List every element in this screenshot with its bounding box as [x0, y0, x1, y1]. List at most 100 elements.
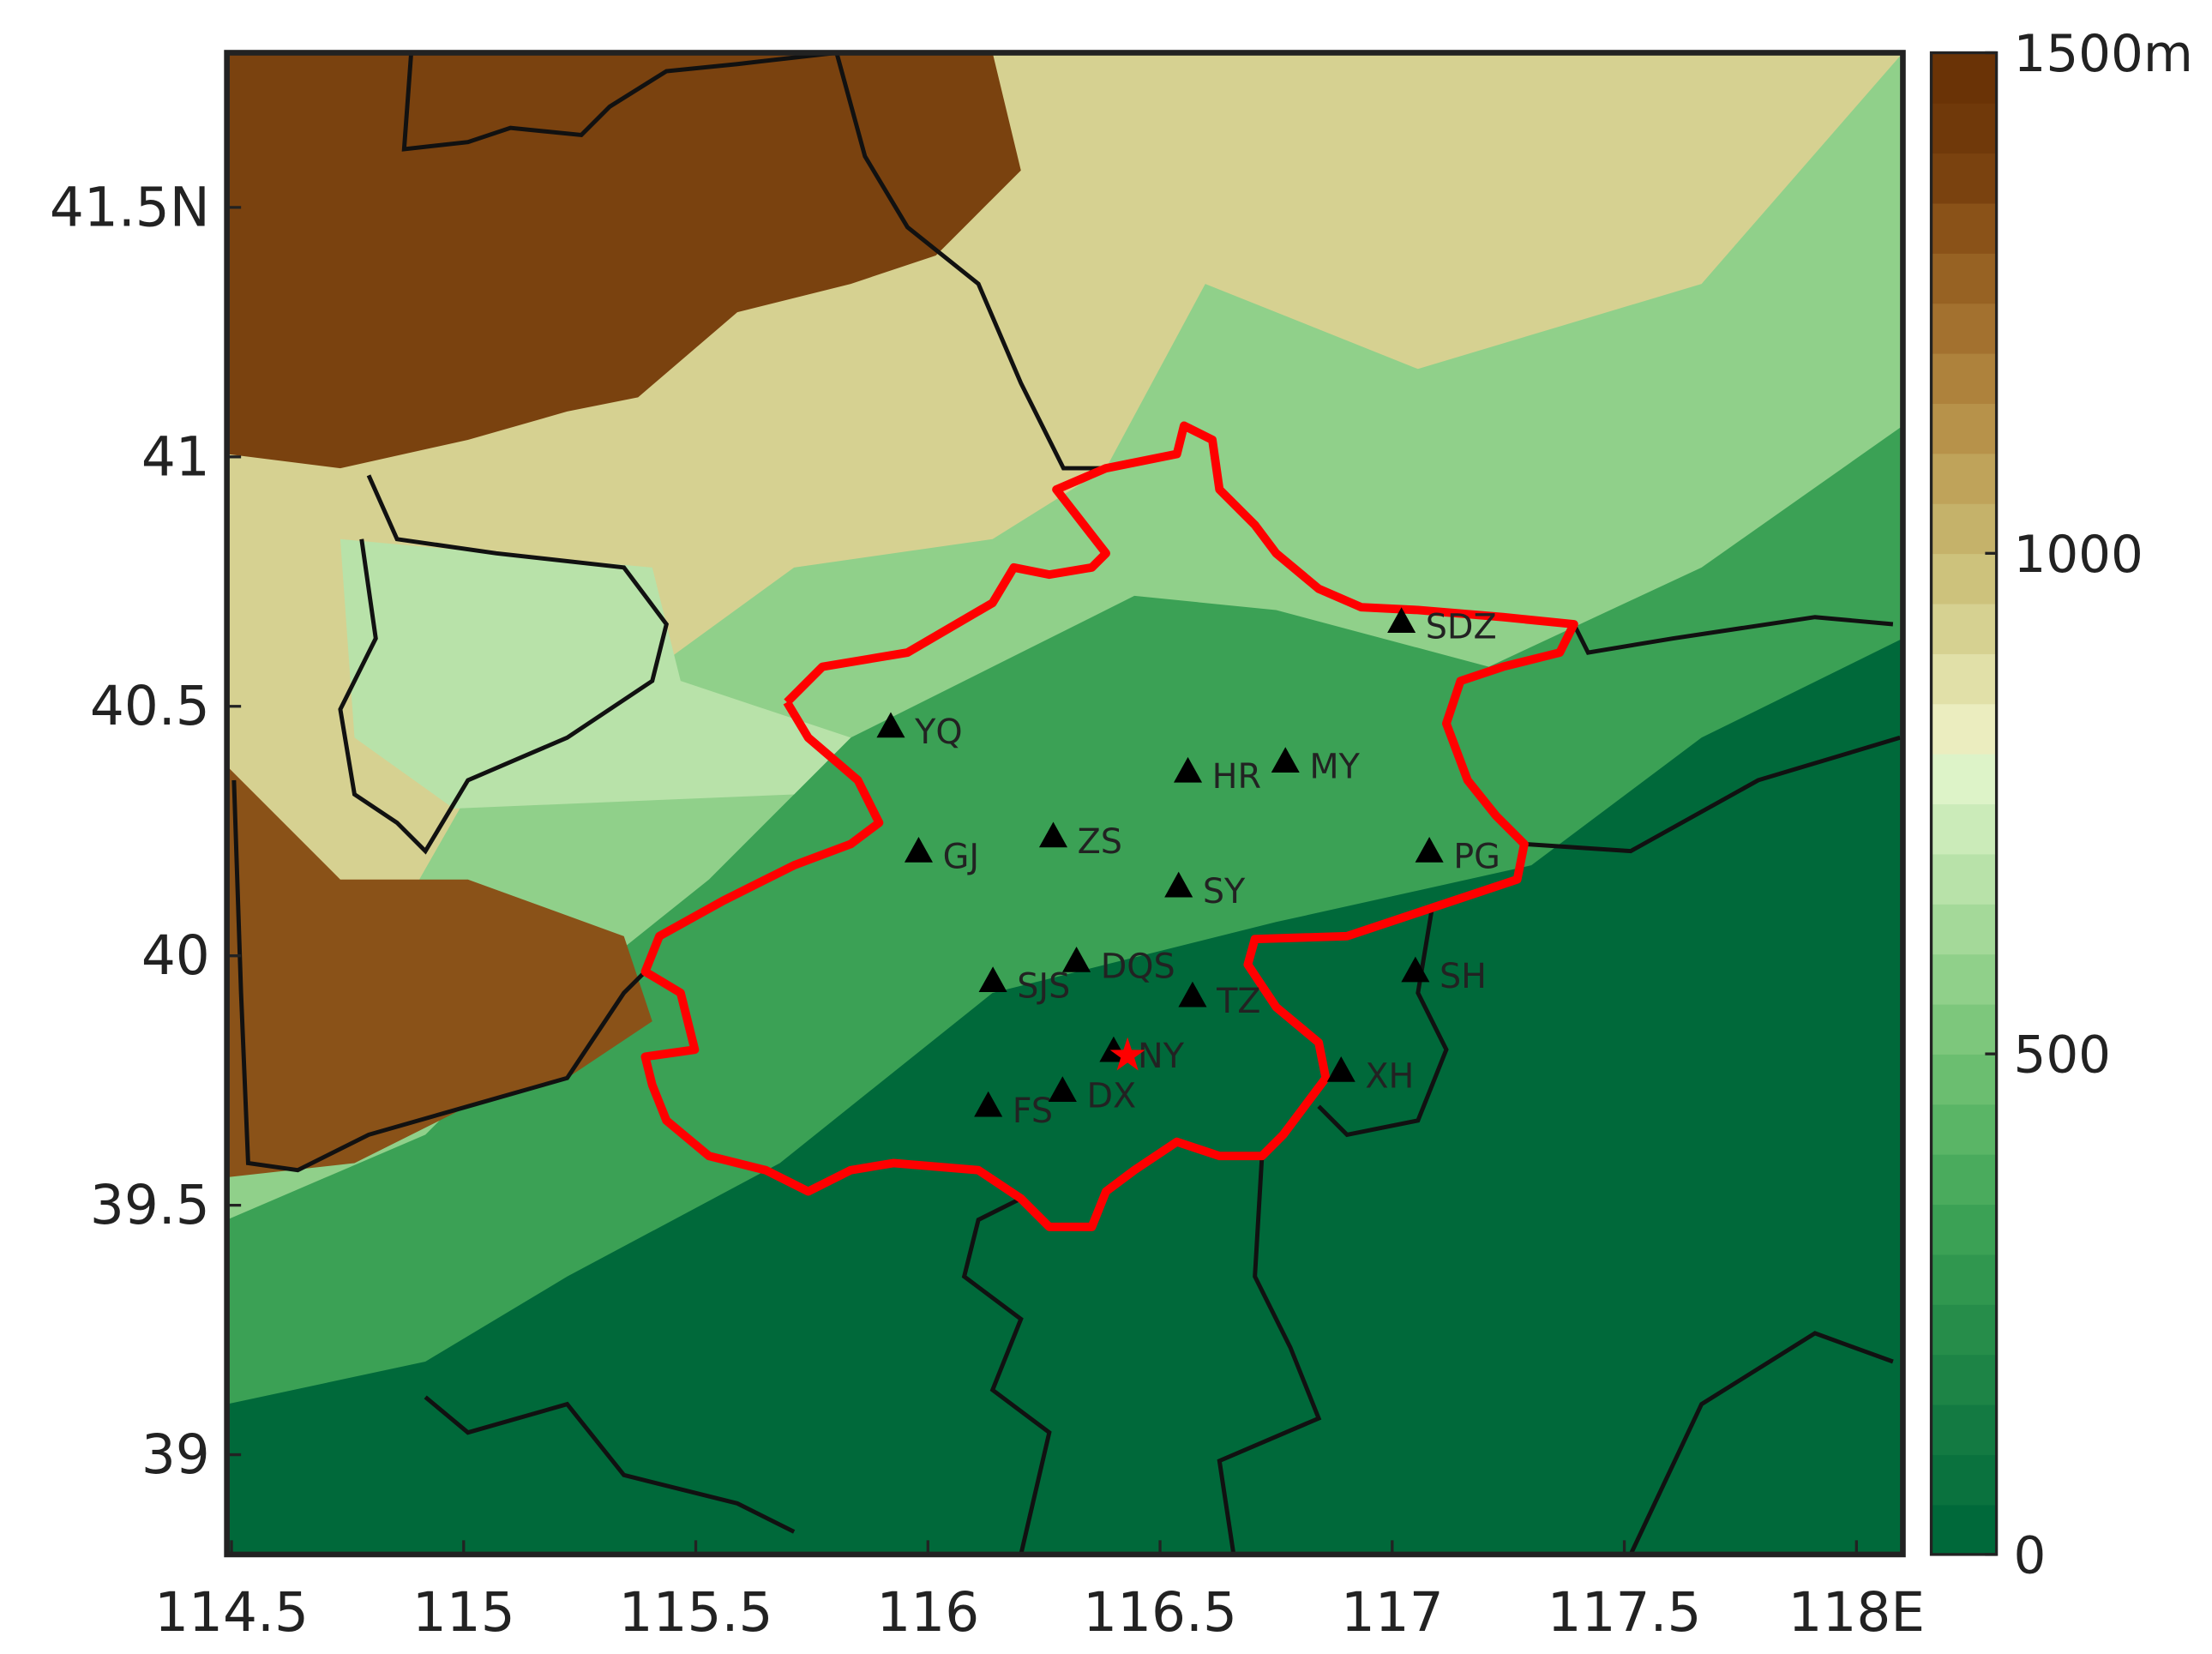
station-marker [1173, 756, 1203, 783]
colorbar-band [1931, 653, 1997, 705]
station-marker [876, 712, 905, 738]
stations: YQ HR MY SDZ GJ ZS PG SY SJS DQS TZ SH NY XH FS DX [876, 607, 1500, 1131]
y-tick-label: 41 [141, 425, 210, 488]
station-marker [974, 1091, 1003, 1117]
station-marker [1271, 747, 1300, 773]
terrain [226, 52, 1903, 1555]
colorbar-band [1931, 52, 1997, 104]
colorbar-band [1931, 953, 1997, 1005]
boundary [231, 779, 647, 1173]
station-label: NY [1138, 1037, 1185, 1076]
station-label: HR [1212, 757, 1261, 797]
colorbar-band [1931, 703, 1997, 755]
station-marker [904, 836, 934, 863]
colorbar-band [1931, 903, 1997, 955]
colorbar-band [1931, 1054, 1997, 1105]
station-marker [978, 966, 1007, 993]
beijing-boundary [640, 421, 1578, 1231]
station-marker [1326, 1056, 1355, 1082]
boundary [424, 1395, 796, 1534]
colorbar-band [1931, 1304, 1997, 1356]
colorbar-band [1931, 253, 1997, 304]
colorbar-tick-label: 0 [2013, 1526, 2046, 1585]
colorbar-band [1931, 403, 1997, 454]
colorbar-tick-label: 1000 [2013, 526, 2143, 585]
boundary [834, 52, 1106, 471]
x-tick-label: 117 [1341, 1581, 1444, 1644]
station-label: GJ [943, 837, 979, 876]
x-tick-label: 114.5 [154, 1581, 309, 1644]
y-tick-label: 39 [141, 1423, 210, 1486]
colorbar-band [1931, 803, 1997, 855]
boundary [1524, 735, 1901, 854]
y-tick-label: 40.5 [90, 675, 210, 737]
colorbar-band [1931, 1153, 1997, 1206]
y-tick-label: 40 [141, 924, 210, 987]
colorbar-band [1931, 453, 1997, 504]
boundary [961, 1196, 1052, 1555]
x-tick-label: 116 [876, 1581, 979, 1644]
colorbar-band [1931, 553, 1997, 604]
colorbar-band [1931, 603, 1997, 654]
colorbar-band [1931, 202, 1997, 254]
colorbar-band [1931, 303, 1997, 354]
colorbar-band [1931, 1504, 1997, 1555]
station-label: DQS [1101, 947, 1175, 986]
terrain-band [226, 766, 652, 1177]
colorbar: 0 500 1000 1500m [1929, 25, 2193, 1585]
station-marker [1387, 607, 1416, 634]
colorbar-band [1931, 352, 1997, 404]
station-label: SJS [1017, 967, 1070, 1007]
station-marker [1038, 821, 1068, 848]
colorbar-band [1931, 1204, 1997, 1255]
y-tick-label: 41.5N [50, 176, 210, 238]
x-tick-label: 118E [1788, 1581, 1925, 1644]
station-marker [1062, 946, 1091, 972]
colorbar-band [1931, 1404, 1997, 1455]
boundary [1628, 1331, 1894, 1555]
colorbar-band [1931, 1354, 1997, 1405]
x-tick-label: 117.5 [1548, 1581, 1702, 1644]
station-marker [1401, 956, 1430, 983]
boundary [1572, 615, 1894, 655]
boundary [338, 474, 670, 855]
colorbar-band [1931, 153, 1997, 204]
station-label: PG [1453, 837, 1500, 876]
map-frame [224, 50, 1906, 1558]
station-marker [1164, 871, 1193, 898]
station-label: YQ [914, 713, 962, 752]
station-label: SY [1203, 872, 1246, 911]
terrain-band [340, 538, 851, 809]
colorbar-band [1931, 1003, 1997, 1055]
colorbar-tick-label: 500 [2013, 1026, 2111, 1086]
station-label: SDZ [1426, 608, 1497, 647]
station-marker [1178, 981, 1207, 1007]
colorbar-band [1931, 1454, 1997, 1506]
colorbar-band [1931, 102, 1997, 154]
terrain-band [226, 52, 1021, 469]
x-tick-label: 115.5 [619, 1581, 773, 1644]
colorbar-frame [1929, 51, 1999, 1556]
colorbar-band [1931, 1254, 1997, 1305]
colorbar-band [1931, 1104, 1997, 1155]
y-tick-label: 39.5 [90, 1174, 210, 1236]
station-label: SH [1440, 957, 1487, 996]
station-label: ZS [1078, 822, 1122, 862]
boundary [401, 52, 838, 152]
station-label: DX [1086, 1077, 1136, 1116]
station-marker [1415, 836, 1444, 863]
x-tick-label: 115 [412, 1581, 515, 1644]
colorbar-band [1931, 502, 1997, 555]
colorbar-tick-label: 1500m [2013, 25, 2192, 84]
x-tick-label: 116.5 [1083, 1581, 1237, 1644]
station-label: TZ [1216, 982, 1260, 1021]
star-marker [1109, 1037, 1145, 1071]
station-label: MY [1309, 748, 1360, 787]
boundary [1217, 1156, 1322, 1555]
colorbar-band [1931, 753, 1997, 805]
station-label: XH [1365, 1056, 1414, 1096]
station-marker [1048, 1076, 1077, 1103]
colorbar-band [1931, 853, 1997, 905]
